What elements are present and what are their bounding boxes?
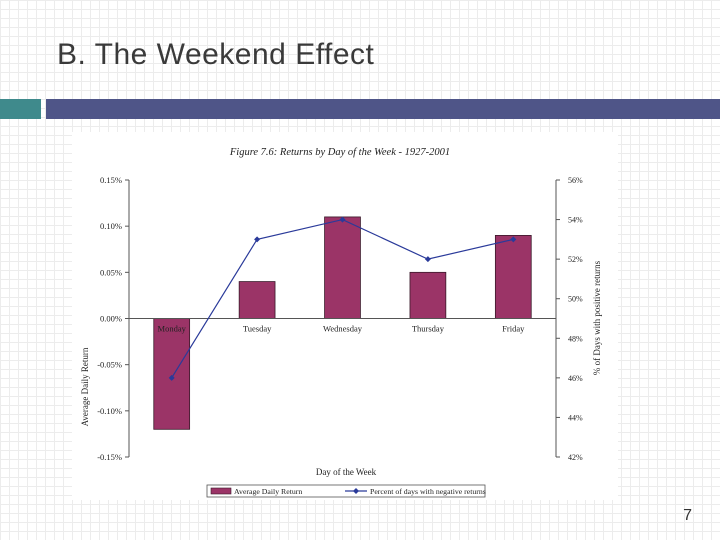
- y-tick-label: 0.15%: [100, 175, 122, 185]
- bar-thursday: [409, 271, 447, 319]
- x-tick-label-monday: Monday: [158, 324, 187, 334]
- bar-friday: [494, 235, 532, 319]
- accent-bar-teal: [0, 99, 41, 119]
- x-axis-label: Day of the Week: [316, 467, 377, 477]
- y2-tick-label: 48%: [568, 334, 583, 343]
- chart-figure: Figure 7.6: Returns by Day of the Week -…: [72, 132, 618, 500]
- y2-axis-label: % of Days with positive returns: [592, 260, 602, 375]
- x-tick-label-friday: Friday: [502, 324, 525, 334]
- chart-legend: Average Daily Return Percent of days with…: [206, 484, 486, 498]
- line-point-friday: [510, 236, 517, 243]
- bar-tuesday: [238, 281, 276, 319]
- y2-tick-label: 54%: [568, 216, 583, 225]
- bar-wednesday: [324, 216, 361, 319]
- y2-tick-label: 56%: [568, 176, 583, 185]
- y2-tick-label: 44%: [568, 413, 583, 422]
- y-tick-label: 0.00%: [100, 314, 122, 324]
- y-axis-label: Average Daily Return: [80, 347, 90, 426]
- line-point-tuesday: [254, 236, 261, 243]
- x-tick-label-wednesday: Wednesday: [323, 324, 363, 334]
- y2-tick-label: 46%: [568, 374, 583, 383]
- chart-svg: Figure 7.6: Returns by Day of the Week -…: [80, 147, 602, 498]
- legend-label-line: Percent of days with negative returns: [370, 487, 486, 496]
- y-tick-label: 0.10%: [100, 221, 122, 231]
- line-point-wednesday: [339, 216, 346, 223]
- legend-label-bar: Average Daily Return: [234, 487, 302, 496]
- x-tick-label-thursday: Thursday: [412, 324, 445, 334]
- y-tick-label: 0.05%: [100, 267, 122, 277]
- accent-bar-navy: [46, 99, 720, 119]
- line-point-thursday: [424, 256, 431, 263]
- y2-tick-label: 50%: [568, 295, 583, 304]
- y-tick-label: -0.15%: [97, 452, 122, 462]
- bar-monday: [153, 318, 191, 430]
- y-tick-label: -0.05%: [97, 360, 122, 370]
- line-point-monday: [168, 374, 175, 381]
- legend-swatch-marker: [353, 488, 359, 494]
- chart-title: Figure 7.6: Returns by Day of the Week -…: [229, 147, 450, 158]
- page-number: 7: [683, 507, 692, 524]
- y2-tick-label: 42%: [568, 453, 583, 462]
- y-tick-label: -0.10%: [97, 406, 122, 416]
- y2-tick-label: 52%: [568, 255, 583, 264]
- legend-swatch-bar: [210, 487, 232, 495]
- slide-title: B. The Weekend Effect: [57, 38, 375, 71]
- x-tick-label-tuesday: Tuesday: [243, 324, 272, 334]
